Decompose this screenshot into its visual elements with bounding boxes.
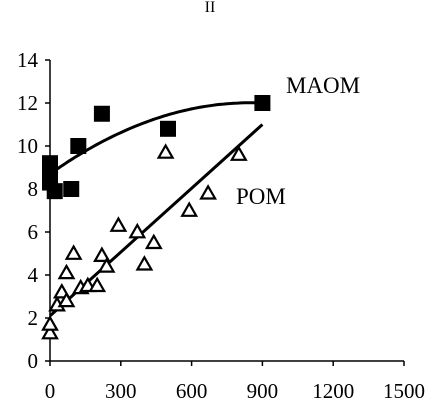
axes: 0 2 4 6 8 10 12 14 0 300 600 900 1200 1500 [17,48,425,403]
maom-marker [70,138,87,154]
x-tick-label: 300 [105,379,137,403]
y-tick-label: 2 [28,306,39,330]
pom-marker [109,216,128,232]
y-tick-label: 14 [17,48,39,72]
y-tick-label: 10 [17,134,38,158]
x-tick-label: 900 [247,379,279,403]
pom-marker [199,184,217,200]
pom-series-label: POM [236,184,286,209]
pom-marker [93,246,111,262]
y-tick-label: 8 [28,177,39,201]
pom-marker [57,263,76,280]
pom-marker [229,145,248,161]
series-labels: MAOM POM [236,73,360,209]
pom-marker [144,233,163,250]
x-tick-label: 1200 [312,379,354,403]
pom-marker [135,255,154,271]
pom-marker [88,276,107,293]
chart-title: II [205,0,216,16]
pom-marker [41,323,59,340]
maom-marker [254,95,271,111]
pom-marker [97,257,116,273]
pom-marker [156,143,175,159]
data-markers [41,95,271,340]
x-tick-label: 1500 [383,379,425,403]
x-tick-label: 600 [176,379,208,403]
maom-marker [46,183,63,200]
y-tick-label: 6 [28,220,39,244]
pom-marker [64,244,83,260]
y-tick-label: 4 [28,263,39,287]
pom-marker [128,222,147,239]
pom-marker [180,201,199,217]
maom-marker [63,181,80,197]
maom-marker [160,120,176,137]
x-tick-label: 0 [45,379,56,403]
y-tick-label: 0 [28,349,39,373]
maom-series-label: MAOM [286,73,360,98]
maom-marker [93,105,110,122]
y-tick-label: 12 [17,91,38,115]
pom-marker [57,291,76,308]
pom-marker [41,315,59,331]
